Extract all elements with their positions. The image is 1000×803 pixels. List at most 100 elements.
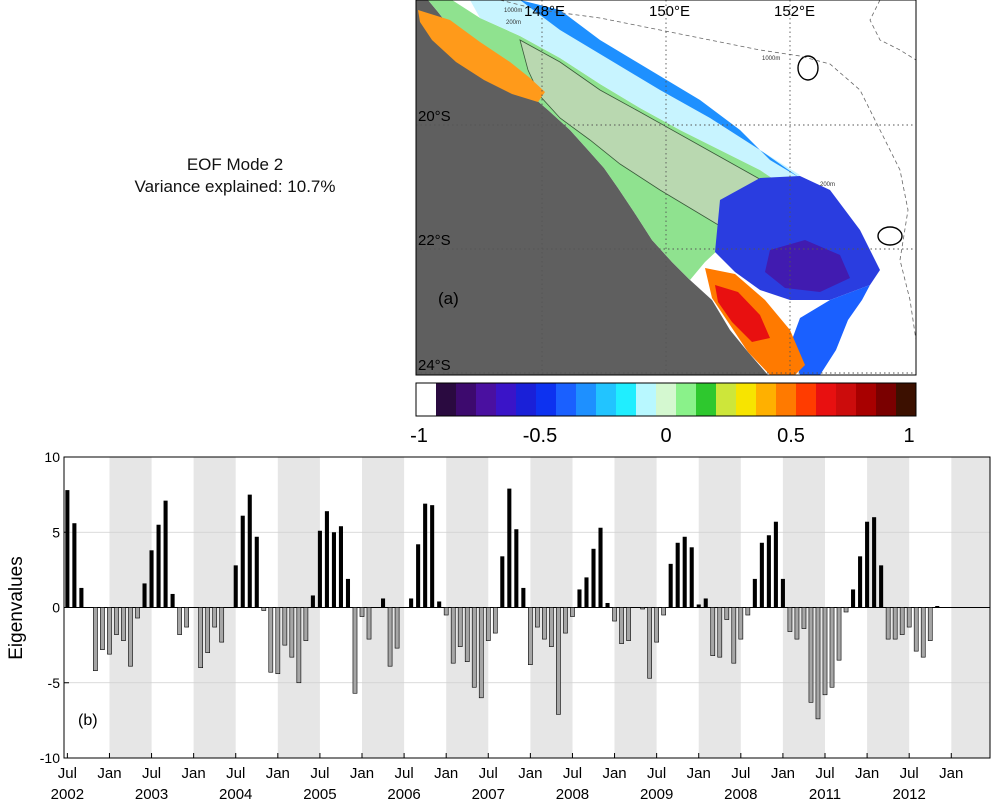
x-year-label: 2009 [640, 786, 673, 803]
colorbar-swatch [616, 383, 637, 416]
bar [135, 607, 140, 619]
x-month-label: Jan [518, 765, 542, 782]
bar [851, 589, 856, 608]
x-month-label: Jan [182, 765, 206, 782]
isobath-offshore [869, 0, 916, 61]
bar [352, 607, 358, 694]
bar [815, 607, 821, 720]
bar [156, 524, 161, 608]
bar [661, 607, 666, 616]
x-year-label: 2007 [472, 786, 505, 803]
bar [317, 530, 322, 608]
bar [927, 607, 933, 641]
bar [899, 607, 905, 635]
bar [738, 607, 744, 640]
colorbar-swatch [816, 383, 837, 416]
y-tick-label: 0 [52, 600, 60, 616]
colorbar-swatch [636, 383, 657, 416]
bar [808, 607, 814, 703]
bar [121, 607, 126, 641]
colorbar-swatch [796, 383, 817, 416]
bar [612, 607, 617, 622]
bar [485, 607, 491, 641]
bar [464, 607, 470, 662]
variance-explained-text: Variance explained: 10.7% [134, 177, 336, 196]
x-month-label: Jul [815, 765, 834, 782]
bar [605, 602, 610, 608]
colorbar-tick-label: -0.5 [523, 425, 557, 447]
bar [394, 607, 400, 649]
bar [247, 494, 252, 608]
bar [387, 607, 393, 667]
colorbar-swatch [836, 383, 857, 416]
colorbar-swatch [656, 383, 677, 416]
bar [920, 607, 926, 658]
x-month-label: Jan [687, 765, 711, 782]
bar [345, 578, 351, 608]
panel-a-label: (a) [438, 289, 459, 308]
bar [577, 589, 582, 608]
x-month-label: Jan [350, 765, 374, 782]
colorbar-swatch [776, 383, 797, 416]
bar [724, 607, 730, 620]
bar [65, 490, 70, 608]
x-month-label: Jan [771, 765, 795, 782]
contour-label: 200m [506, 20, 521, 26]
bar [689, 547, 694, 608]
contour-label: 1000m [504, 8, 522, 14]
bar [598, 527, 603, 608]
bar [696, 604, 701, 608]
bar [240, 515, 245, 608]
bar [514, 529, 519, 608]
bar [787, 607, 793, 632]
island-north [797, 55, 819, 81]
bar [542, 607, 547, 640]
colorbar-swatch [556, 383, 577, 416]
colorbar-swatch [436, 383, 457, 416]
colorbar-swatch [416, 383, 437, 416]
colorbar-swatch [876, 383, 897, 416]
colorbar [416, 383, 917, 416]
bar [457, 607, 463, 647]
bar [478, 607, 484, 699]
eigenvalue-bar-chart: 10 5 0 -5 -10 Jul Jan Jul Jan Jul Jan Jul Jan Jul Jan… [6, 449, 991, 803]
bar [359, 607, 365, 617]
x-month-label: Jul [142, 765, 161, 782]
colorbar-swatch [856, 383, 877, 416]
bar [892, 607, 898, 640]
bar [366, 607, 372, 640]
bar [261, 607, 267, 611]
bar [205, 607, 211, 653]
bar [773, 521, 778, 608]
colorbar-tick-label: 0.5 [777, 425, 805, 447]
bar [710, 607, 716, 656]
x-year-label: 2008 [556, 786, 589, 803]
bar [759, 542, 764, 608]
land-mass [416, 0, 768, 375]
map-lat-label: 20°S [418, 108, 451, 125]
panel-b-label: (b) [78, 712, 98, 729]
x-month-label: Jul [395, 765, 414, 782]
bar [142, 583, 147, 608]
y-tick-label: 10 [44, 449, 60, 465]
bar [381, 598, 386, 608]
bar [275, 607, 281, 675]
shelf-cyan-band [470, 0, 800, 190]
x-month-label: Jan [939, 765, 963, 782]
bar [619, 607, 624, 644]
island-south [877, 226, 903, 246]
bar [282, 607, 288, 646]
y-axis-ticks: 10 5 0 -5 -10 [40, 449, 69, 766]
bar [780, 578, 785, 608]
x-month-label: Jan [266, 765, 290, 782]
bar [492, 607, 498, 634]
x-month-label: Jul [731, 765, 750, 782]
bar [654, 607, 659, 643]
x-month-label: Jul [900, 765, 919, 782]
x-month-label: Jul [310, 765, 329, 782]
bar [626, 607, 631, 641]
bar [184, 607, 189, 628]
bar [507, 488, 512, 608]
bar [416, 544, 421, 608]
bar [100, 607, 105, 650]
